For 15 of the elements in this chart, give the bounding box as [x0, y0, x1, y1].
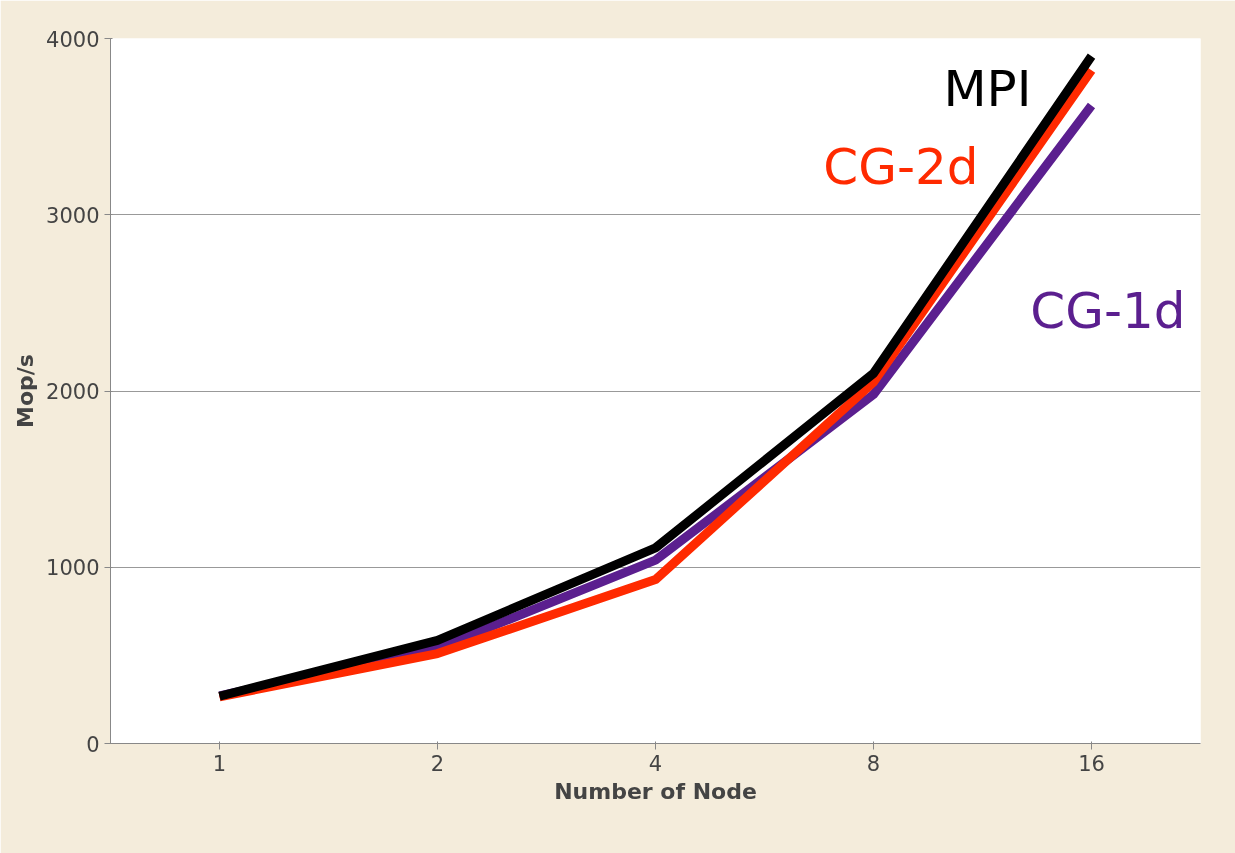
y-tick-label: 0 — [86, 732, 100, 757]
x-tick-label: 1 — [212, 751, 227, 776]
y-tick-label: 2000 — [46, 380, 100, 404]
series-label: MPI — [943, 60, 1032, 119]
y-tick-label: 4000 — [46, 27, 100, 52]
x-tick-label: 16 — [1078, 751, 1105, 776]
series-label: CG-1d — [1030, 282, 1186, 341]
y-axis-title: Mop/s — [13, 354, 39, 428]
x-tick-label: 2 — [430, 751, 445, 776]
x-axis-title: Number of Node — [554, 778, 757, 804]
y-tick-label: 1000 — [46, 556, 100, 581]
x-tick-label: 4 — [648, 751, 663, 776]
y-tick-label: 3000 — [46, 203, 100, 228]
series-label: CG-2d — [823, 138, 979, 197]
x-tick-label: 8 — [866, 751, 881, 776]
